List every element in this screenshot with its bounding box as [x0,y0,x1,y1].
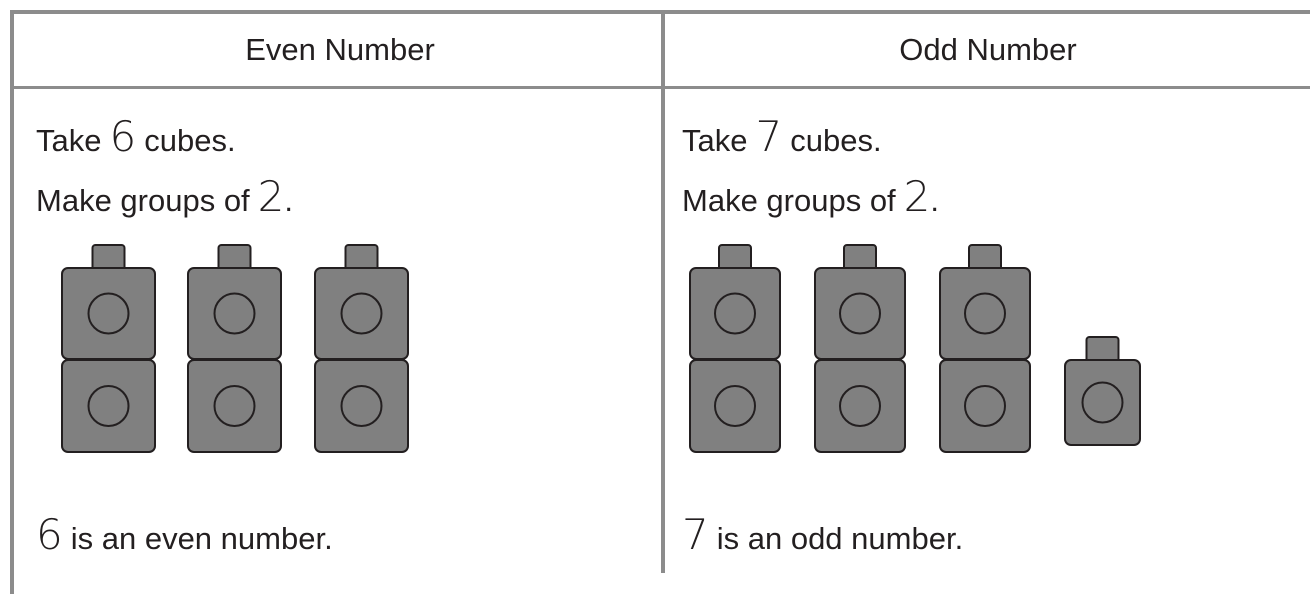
cube [314,359,409,453]
cube-dot [340,385,383,427]
cube-dot [340,292,383,335]
conclusion: 7 is an odd number. [682,510,963,559]
cube-dot [213,385,256,427]
cube-dot [714,292,756,335]
cube [689,359,781,453]
cube-nub [217,244,252,271]
cube [187,359,282,453]
cube-dot [839,292,881,335]
cube-nub [718,244,752,271]
text: is an odd number. [716,521,964,556]
header-rule [10,86,1310,89]
cube [939,359,1031,453]
cube [187,267,282,360]
cube-dot [87,292,130,335]
text: cubes. [144,123,236,158]
text: cubes. [790,123,882,158]
cube-dot [1081,381,1124,424]
instruction: Take 6 cubes. [36,112,236,161]
cube [61,359,156,453]
cube-dot [964,385,1006,427]
cube [689,267,781,360]
instruction: Make groups of 2. [682,172,939,221]
cube [61,267,156,360]
number: 2 [903,172,931,221]
cube-nub [968,244,1002,271]
number: 6 [109,112,137,161]
number: 7 [682,510,709,559]
cube [939,267,1031,360]
cube-dot [839,385,881,427]
text: Take [682,123,748,158]
text: is an even number. [70,521,333,556]
page: Even Number Odd Number Take 6 cubes. Make … [10,10,1310,594]
text: . [284,183,294,218]
cube-nub [1085,336,1120,363]
cube [814,359,906,453]
number: 2 [257,172,285,221]
cube-nub [843,244,877,271]
number: 7 [755,112,783,161]
text: Make groups of [36,183,250,218]
text: . [930,183,940,218]
cube [314,267,409,360]
conclusion: 6 is an even number. [36,510,333,559]
cube [1064,359,1141,446]
text: Take [36,123,102,158]
cube-dot [714,385,756,427]
instruction: Take 7 cubes. [682,112,882,161]
header: Odd Number [899,32,1077,67]
cube-dot [213,292,256,335]
cube-nub [91,244,126,271]
cube-nub [344,244,379,271]
header: Even Number [245,32,435,67]
instruction: Make groups of 2. [36,172,293,221]
column-divider [661,10,665,573]
cube-dot [87,385,130,427]
number: 6 [36,510,63,559]
cubes [61,244,1141,453]
table-border [10,10,1310,594]
cube-dot [964,292,1006,335]
cube [814,267,906,360]
text: Make groups of [682,183,896,218]
